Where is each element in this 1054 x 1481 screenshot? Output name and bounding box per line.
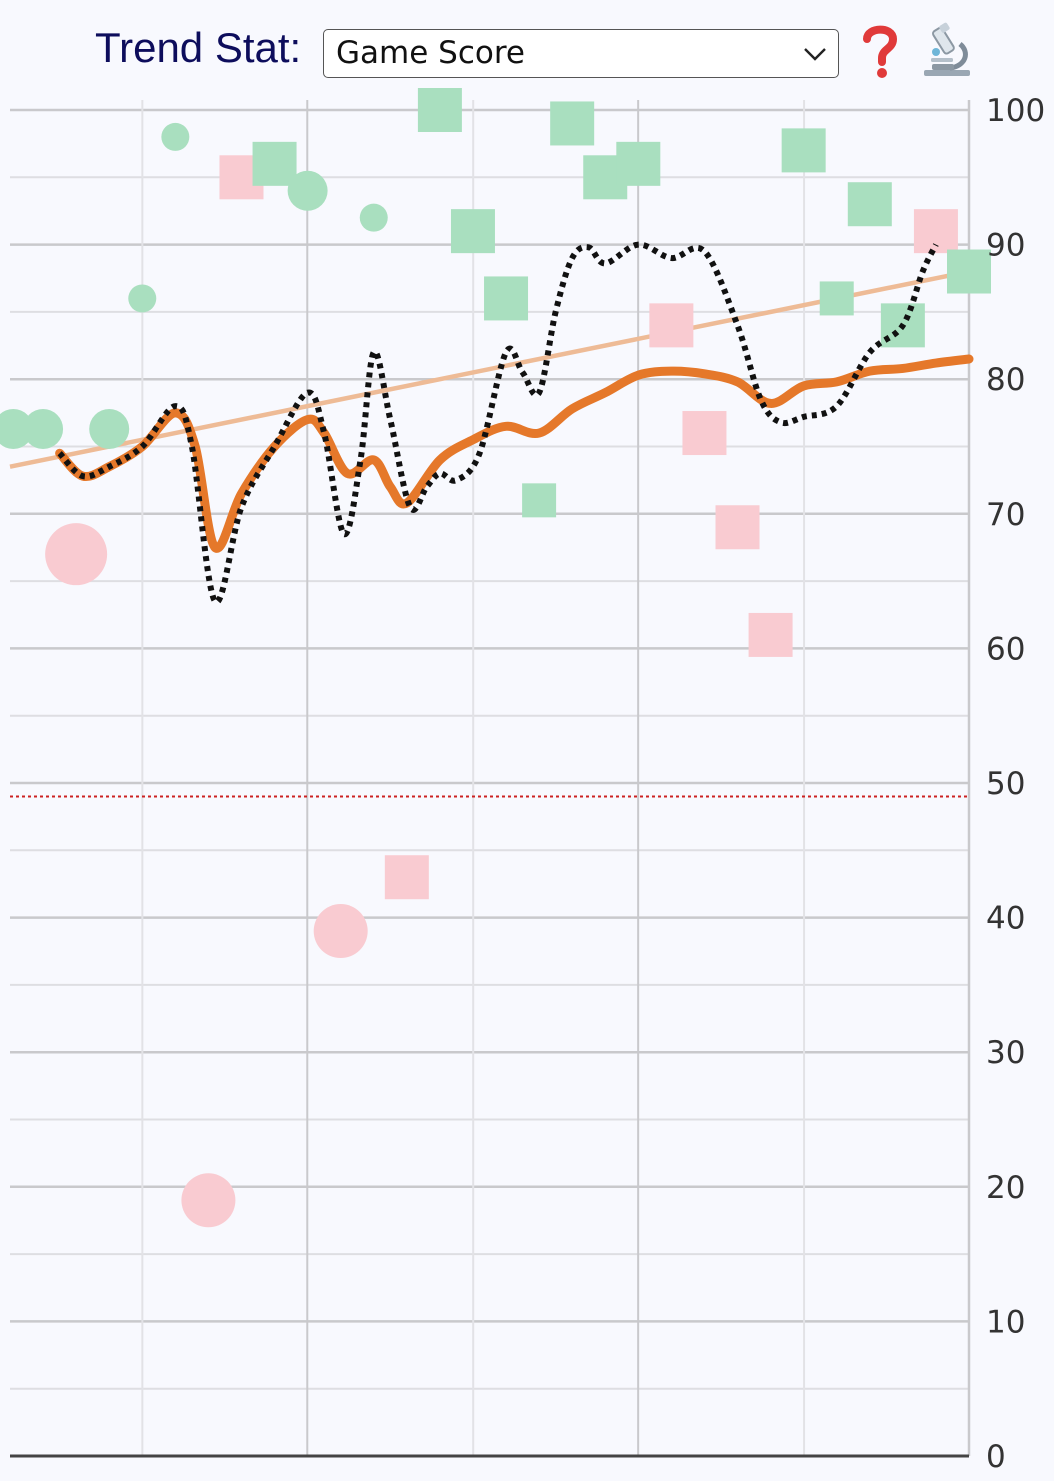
points-layer — [0, 88, 991, 1228]
data-point-circle — [161, 122, 190, 151]
data-point-square — [748, 612, 793, 657]
data-point-square — [847, 182, 892, 227]
data-point-square — [484, 276, 529, 321]
data-point-square — [947, 249, 991, 294]
y-axis-ticks: 0 10 20 30 40 50 60 70 80 90 100 — [986, 93, 1045, 1475]
data-point-circle — [45, 523, 108, 586]
data-point-square — [715, 505, 760, 550]
data-point-square — [616, 141, 661, 186]
smoothed-line — [57, 241, 939, 605]
rolling-average-line — [55, 354, 974, 553]
data-point-circle — [128, 284, 157, 313]
y-tick-label: 10 — [986, 1304, 1025, 1340]
question-mark-icon[interactable] — [860, 22, 900, 80]
y-tick-label: 30 — [986, 1035, 1025, 1071]
y-tick-label: 60 — [986, 631, 1025, 667]
data-point-circle — [313, 904, 368, 959]
y-tick-label: 40 — [986, 901, 1025, 937]
y-tick-label: 50 — [986, 766, 1025, 802]
trend-stat-label: Trend Stat: — [95, 24, 302, 71]
y-tick-label: 90 — [986, 228, 1025, 264]
data-point-circle — [0, 409, 34, 449]
trend-line — [9, 269, 970, 469]
data-point-square — [819, 281, 854, 316]
data-point-circle — [359, 203, 388, 232]
trend-stat-select[interactable]: Game Score — [323, 29, 839, 78]
chevron-down-icon — [804, 48, 826, 61]
y-tick-label: 0 — [986, 1439, 1006, 1475]
y-tick-label: 80 — [986, 362, 1025, 398]
microscope-icon[interactable] — [920, 22, 974, 78]
trend-layer — [9, 269, 970, 469]
data-point-square — [252, 141, 297, 186]
data-point-circle — [287, 170, 328, 211]
y-tick-label: 20 — [986, 1170, 1025, 1206]
y-tick-label: 70 — [986, 497, 1025, 533]
data-point-square — [913, 209, 958, 254]
data-point-square — [682, 411, 727, 456]
y-tick-label: 100 — [986, 93, 1045, 129]
data-point-square — [384, 855, 429, 900]
data-point-circle — [181, 1173, 236, 1228]
data-point-square — [522, 483, 557, 518]
data-point-circle — [89, 409, 130, 450]
data-point-square — [550, 101, 595, 146]
data-point-square — [781, 128, 826, 173]
data-point-square — [450, 209, 495, 254]
trend-stat-selected-value: Game Score — [336, 35, 525, 71]
data-point-square — [649, 303, 694, 348]
data-point-circle — [23, 409, 64, 450]
data-point-square — [417, 88, 462, 132]
lines-layer — [55, 241, 974, 605]
chart-header: Trend Stat: Game Score — [0, 0, 1054, 100]
